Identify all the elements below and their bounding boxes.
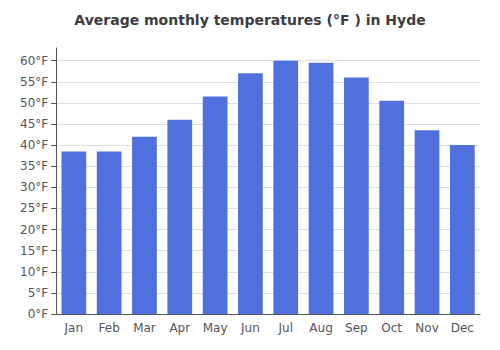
svg-text:Apr: Apr — [169, 321, 190, 335]
svg-text:Mar: Mar — [133, 321, 156, 335]
svg-text:35°F: 35°F — [20, 159, 48, 173]
svg-text:Jul: Jul — [278, 321, 293, 335]
svg-text:45°F: 45°F — [20, 117, 48, 131]
svg-text:Aug: Aug — [309, 321, 332, 335]
svg-text:Sep: Sep — [345, 321, 368, 335]
svg-text:60°F: 60°F — [20, 54, 48, 68]
svg-text:50°F: 50°F — [20, 96, 48, 110]
svg-text:Nov: Nov — [415, 321, 438, 335]
svg-text:0°F: 0°F — [28, 307, 49, 321]
svg-text:25°F: 25°F — [20, 201, 48, 215]
svg-text:10°F: 10°F — [20, 265, 48, 279]
svg-text:30°F: 30°F — [20, 180, 48, 194]
svg-text:Jun: Jun — [240, 321, 260, 335]
svg-text:Average monthly temperatures (: Average monthly temperatures (°F ) in Hy… — [74, 12, 425, 28]
svg-text:5°F: 5°F — [28, 286, 49, 300]
svg-text:Feb: Feb — [99, 321, 120, 335]
svg-text:May: May — [203, 321, 228, 335]
svg-text:Dec: Dec — [451, 321, 474, 335]
svg-text:55°F: 55°F — [20, 75, 48, 89]
svg-text:20°F: 20°F — [20, 223, 48, 237]
svg-text:Jan: Jan — [64, 321, 84, 335]
svg-text:15°F: 15°F — [20, 244, 48, 258]
svg-text:40°F: 40°F — [20, 138, 48, 152]
svg-text:Oct: Oct — [381, 321, 402, 335]
